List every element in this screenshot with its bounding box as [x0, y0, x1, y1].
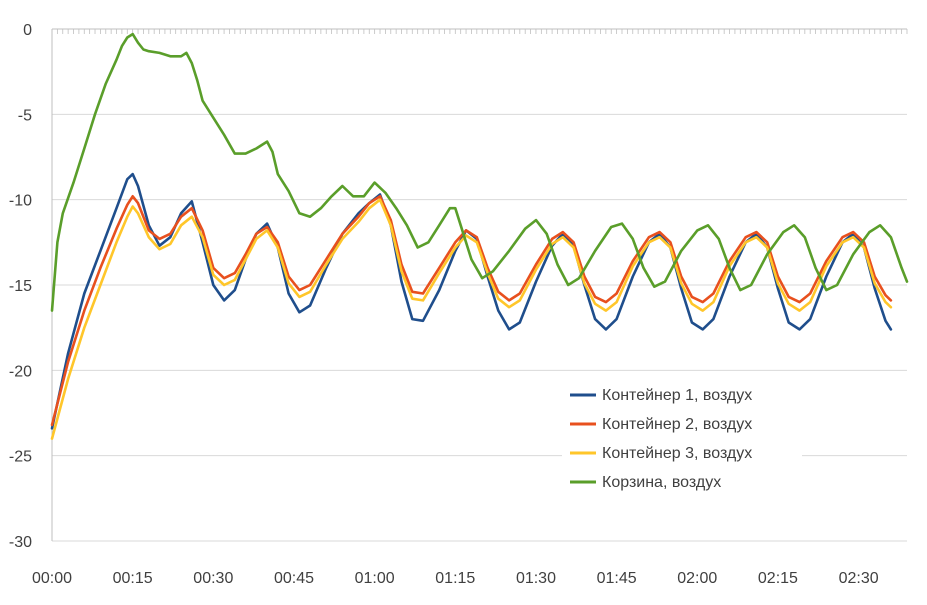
x-tick-label: 01:15 — [435, 570, 475, 587]
x-axis-tick-labels: 00:00 00:15 00:30 00:45 01:00 01:15 01:30 01:45… — [32, 570, 879, 587]
x-tick-label: 01:45 — [597, 570, 637, 587]
legend-label: Контейнер 2, воздух — [602, 416, 752, 433]
y-tick-label: -30 — [9, 534, 32, 551]
series-line-3 — [50, 198, 893, 440]
x-tick-label: 02:30 — [839, 570, 879, 587]
y-tick-label: -25 — [9, 449, 32, 466]
legend-label: Контейнер 1, воздух — [602, 387, 752, 404]
y-tick-label: -15 — [9, 278, 32, 295]
legend-label: Контейнер 3, воздух — [602, 445, 752, 462]
x-tick-label: 00:15 — [113, 570, 153, 587]
series-lines — [50, 32, 909, 440]
y-axis-tick-labels: 0 -5 -10 -15 -20 -25 -30 — [9, 22, 32, 551]
series-line-4 — [50, 32, 909, 312]
y-tick-label: 0 — [23, 22, 32, 39]
series-line-2 — [50, 195, 893, 427]
legend-box — [562, 380, 802, 506]
x-tick-label: 00:45 — [274, 570, 314, 587]
y-tick-label: -20 — [9, 363, 32, 380]
legend-label: Корзина, воздух — [602, 474, 721, 491]
x-tick-label: 00:30 — [193, 570, 233, 587]
y-tick-label: -5 — [18, 107, 32, 124]
x-tick-label: 01:00 — [355, 570, 395, 587]
x-tick-label: 02:00 — [677, 570, 717, 587]
x-tick-label: 02:15 — [758, 570, 798, 587]
x-tick-label: 00:00 — [32, 570, 72, 587]
legend: Контейнер 1, воздух Контейнер 2, воздух Ко… — [562, 380, 802, 506]
x-tick-label: 01:30 — [516, 570, 556, 587]
gridlines — [52, 113, 907, 542]
y-tick-label: -10 — [9, 193, 32, 210]
